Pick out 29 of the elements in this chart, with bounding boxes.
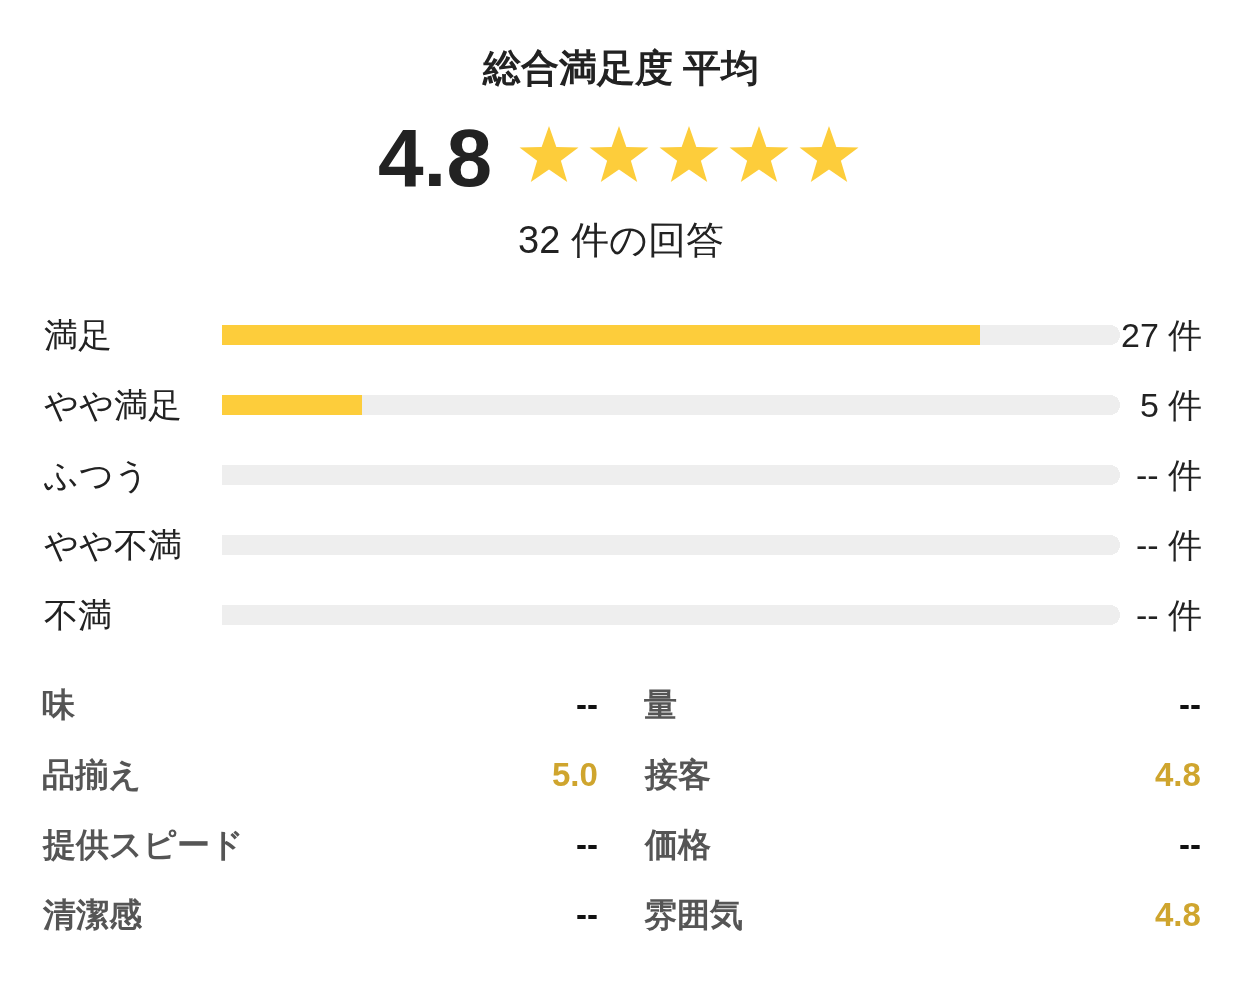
y-tick-label: やや満足: [44, 385, 182, 424]
text: --: [1179, 826, 1201, 863]
text: 4.8: [1155, 896, 1201, 933]
data-label: 27 件: [1121, 316, 1203, 354]
y-tick-label: やや不満: [44, 525, 182, 564]
text: 雰囲気: [644, 896, 743, 933]
text: 清潔感: [42, 896, 143, 933]
text: --: [576, 686, 598, 723]
y-tick-label: ふつう: [43, 455, 149, 494]
y-tick-label: 満足: [44, 315, 112, 354]
text: 4.8: [378, 112, 492, 203]
text: -- 件: [1136, 456, 1203, 494]
text: --: [576, 896, 598, 933]
text: -- 件: [1136, 596, 1203, 634]
text: 味: [42, 686, 76, 723]
text: 接客: [644, 756, 711, 793]
text: 4.8: [1155, 756, 1201, 793]
text: 量: [644, 686, 677, 723]
text: -- 件: [1136, 526, 1203, 564]
chart-title: 総合満足度 平均: [481, 47, 760, 90]
text: 32 件の回答: [518, 219, 724, 261]
text: --: [576, 826, 598, 863]
text: 5.0: [552, 756, 598, 793]
y-tick-label: 不満: [44, 595, 112, 634]
data-label: 5 件: [1140, 386, 1203, 424]
text: 品揃え: [42, 756, 142, 793]
text: 価格: [644, 826, 711, 863]
text: 提供スピード: [42, 826, 244, 863]
text: --: [1179, 686, 1201, 723]
